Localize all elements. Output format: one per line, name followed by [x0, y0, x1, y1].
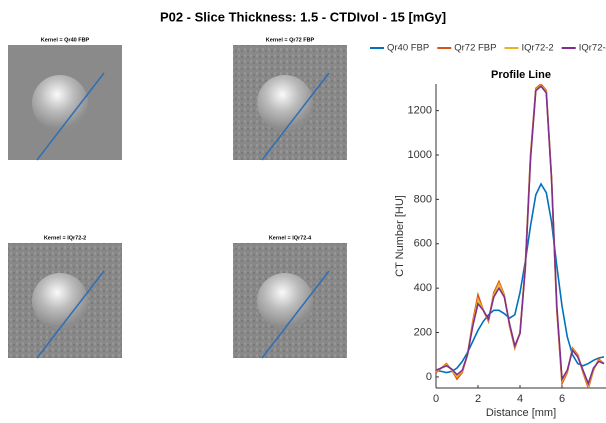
series-line — [436, 182, 605, 374]
series-line — [436, 84, 605, 388]
image-label: Kernel = Qr72 FBP — [266, 37, 315, 43]
legend-label: Qr72 FBP — [454, 43, 496, 54]
y-tick-label: 1200 — [408, 105, 432, 117]
image-label: Kernel = IQr72-4 — [269, 235, 312, 241]
phantom — [32, 273, 88, 329]
y-tick-label: 800 — [414, 193, 432, 205]
legend-label: IQr72-4 — [579, 43, 606, 54]
chart: Profile Line 0 200 400 600 800 1000 1200 0 2 4 6Dis… — [370, 43, 606, 419]
image-label: Kernel = IQr72-2 — [44, 235, 86, 241]
profile-line — [36, 270, 105, 359]
legend-label: Qr40 FBP — [387, 43, 429, 54]
y-tick-label: 200 — [414, 326, 432, 338]
x-tick-label: 2 — [475, 393, 481, 405]
phantom — [257, 75, 313, 131]
y-tick-label: 1000 — [408, 149, 432, 161]
series-line — [436, 85, 605, 386]
x-tick-label: 6 — [559, 393, 565, 405]
y-axis-label: CT Number [HU] — [394, 195, 406, 277]
profile-line — [261, 72, 330, 161]
chart-title: Profile Line — [491, 69, 551, 81]
phantom — [32, 75, 88, 131]
x-tick-label: 0 — [433, 393, 439, 405]
image-label: Kernel = Qr40 FBP — [41, 37, 90, 43]
profile-line — [36, 72, 105, 161]
y-tick-label: 600 — [414, 238, 432, 250]
profile-line — [261, 270, 330, 359]
y-tick-label: 400 — [414, 282, 432, 294]
phantom — [257, 273, 313, 329]
plot-area — [436, 84, 605, 388]
x-axis-label: Distance [mm] — [486, 407, 556, 419]
image-panels: Kernel = Qr40 FBP Kernel = Qr72 FBP Kernel… — [8, 37, 347, 359]
y-tick-label: 0 — [426, 371, 432, 383]
figure-title: P02 - Slice Thickness: 1.5 - CTDIvol - 1… — [160, 9, 446, 24]
legend-label: IQr72-2 — [522, 43, 554, 54]
series-line — [436, 84, 605, 388]
x-tick-label: 4 — [517, 393, 523, 405]
